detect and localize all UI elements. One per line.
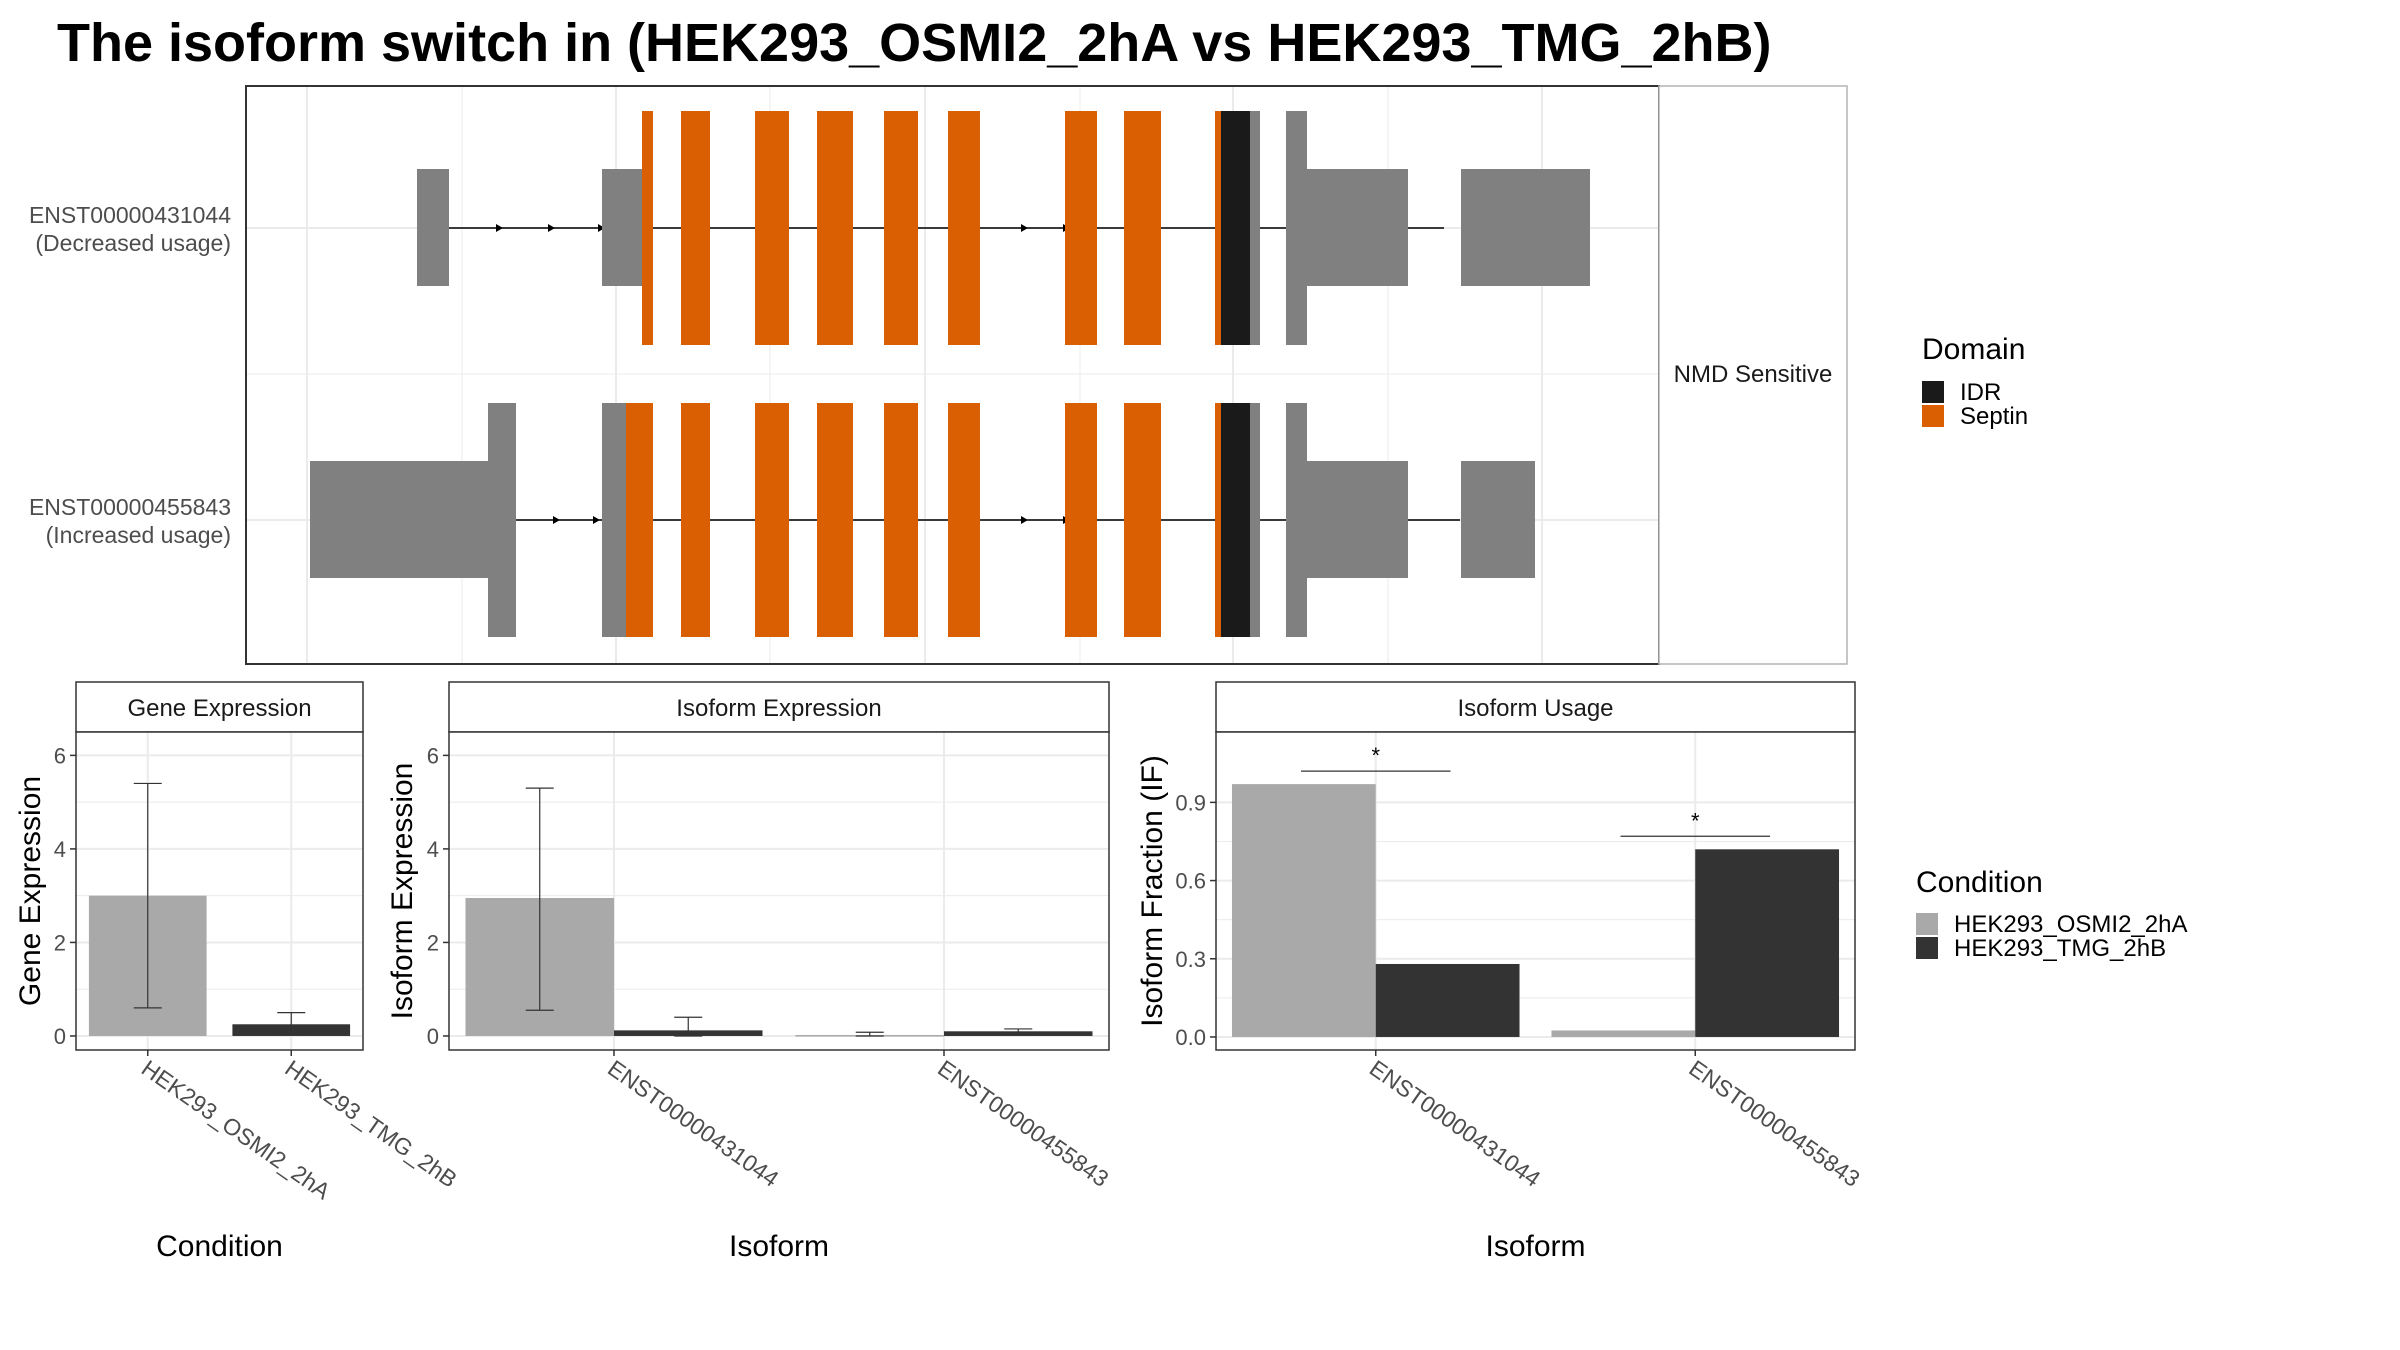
y-axis-title: Isoform Fraction (IF) [1136,755,1169,1027]
domain-legend-title: Domain [1922,333,2025,366]
bar [1231,784,1376,1037]
plot-border [1215,731,1856,1051]
utr-exon [1461,169,1590,286]
y-tick-label: 6 [427,743,439,768]
septin-domain-exon [884,111,918,345]
coding-exon [1250,403,1260,637]
cond-a-legend-label: HEK293_OSMI2_2hA [1954,911,2187,938]
condition-legend-title: Condition [1916,866,2043,899]
septin-domain-exon [681,111,710,345]
idr-domain-exon [1221,111,1250,345]
x-tick-label: ENST00000431044 [603,1055,784,1192]
bar [1375,963,1520,1037]
septin-domain-exon [626,403,653,637]
panel-title: Isoform Expression [676,695,881,722]
panel-strip [75,681,364,733]
x-tick-label: ENST00000455843 [1684,1055,1864,1192]
idr-legend-label: IDR [1960,379,2001,406]
coding-exon [1286,403,1307,637]
transcript-row-2 [310,403,1535,637]
bar [1551,1030,1696,1037]
utr-exon [310,461,488,578]
y-tick-label: 2 [427,930,439,955]
transcript-1-id-label: ENST00000431044 [29,202,231,228]
septin-domain-exon [755,403,789,637]
bar [1695,849,1840,1037]
utr-exon [1307,461,1408,578]
x-tick-label: ENST00000431044 [1365,1055,1546,1192]
y-tick-label: 0.6 [1175,869,1206,894]
significance-star: * [1691,808,1700,833]
utr-exon [602,169,642,286]
gene-expression-chart: Gene Expression0246HEK293_OSMI2_2hAHEK29… [14,681,462,1263]
y-tick-label: 0.9 [1175,790,1206,815]
septin-domain-exon [1124,403,1161,637]
page-title: The isoform switch in (HEK293_OSMI2_2hA … [57,13,1772,73]
septin-legend-key [1922,405,1944,427]
septin-domain-exon [817,403,853,637]
coding-exon [488,403,516,637]
utr-exon [417,169,449,286]
septin-domain-exon [1065,403,1097,637]
septin-domain-exon [1124,111,1161,345]
y-tick-label: 4 [427,837,439,862]
cond-a-legend-key [1916,913,1938,935]
panel-strip [448,681,1110,733]
septin-domain-exon [884,403,918,637]
coding-exon [602,403,626,637]
transcript-2-usage-label: (Increased usage) [46,522,231,548]
nmd-strip [1658,85,1848,665]
x-axis-title: Condition [156,1230,283,1263]
panel-title: Isoform Usage [1457,695,1613,722]
septin-domain-exon [1215,111,1221,345]
transcript-row-1 [417,111,1590,345]
y-tick-label: 6 [54,743,66,768]
domain-legend: Domain IDR Septin [1922,333,2028,430]
utr-exon [1307,169,1408,286]
coding-exon [1250,111,1260,345]
cond-b-legend-key [1916,937,1938,959]
idr-legend-key [1922,381,1944,403]
significance-star: * [1371,743,1380,768]
y-tick-label: 2 [54,930,66,955]
septin-domain-exon [755,111,789,345]
utr-exon [1461,461,1535,578]
septin-domain-exon [948,403,980,637]
septin-domain-exon [948,111,980,345]
y-tick-label: 0 [427,1024,439,1049]
y-tick-label: 4 [54,837,66,862]
transcript-panel: NMD Sensitive ENST00000431044 (Decreased… [29,85,1848,665]
septin-domain-exon [1065,111,1097,345]
plot-border [448,731,1110,1051]
condition-legend: Condition HEK293_OSMI2_2hA HEK293_TMG_2h… [1916,866,2187,962]
y-tick-label: 0.0 [1175,1025,1206,1050]
y-axis-title: Gene Expression [14,776,47,1006]
coding-exon [1286,111,1307,345]
panel-strip [1215,681,1856,733]
cond-b-legend-label: HEK293_TMG_2hB [1954,935,2166,962]
septin-domain-exon [681,403,710,637]
x-axis-title: Isoform [729,1230,829,1263]
y-tick-label: 0 [54,1024,66,1049]
isoform-usage-chart: Isoform Usage * * 0.0 0.3 0.6 0.9 ENST000004310… [1136,681,1865,1263]
x-axis-title: Isoform [1485,1230,1585,1263]
panel-title: Gene Expression [127,695,311,722]
idr-domain-exon [1221,403,1250,637]
plot-border [75,731,364,1051]
nmd-sensitive-label: NMD Sensitive [1674,361,1833,388]
y-tick-label: 0.3 [1175,947,1206,972]
septin-domain-exon [817,111,853,345]
isoform-expression-chart: Isoform Expression 0 2 4 6 ENST00000431044 ENS… [386,681,1114,1263]
transcript-1-usage-label: (Decreased usage) [35,230,231,256]
septin-legend-label: Septin [1960,403,2028,430]
septin-domain-exon [642,111,653,345]
x-tick-label: ENST00000455843 [933,1055,1113,1192]
septin-domain-exon [1215,403,1221,637]
transcript-2-id-label: ENST00000455843 [29,494,231,520]
y-axis-title: Isoform Expression [386,763,419,1020]
